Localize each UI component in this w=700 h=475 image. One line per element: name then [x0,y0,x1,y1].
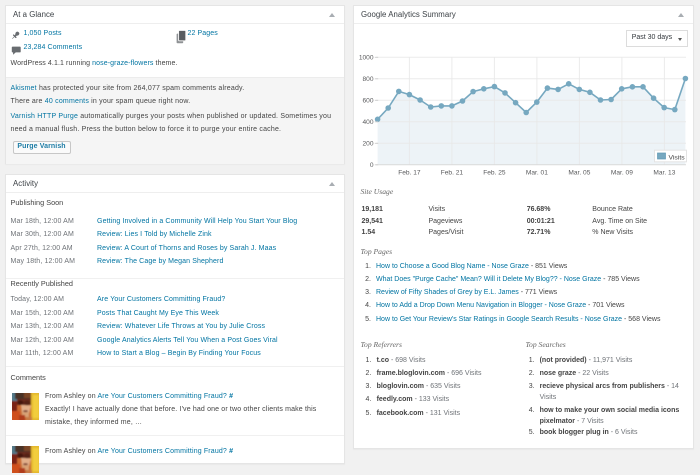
svg-text:Mar. 09: Mar. 09 [611,170,633,177]
svg-text:Visits: Visits [669,154,686,161]
svg-text:800: 800 [362,76,373,83]
svg-text:600: 600 [362,98,373,105]
svg-text:1000: 1000 [359,55,374,62]
svg-text:400: 400 [362,119,373,126]
svg-text:Feb. 25: Feb. 25 [483,170,506,177]
svg-text:Feb. 17: Feb. 17 [398,170,421,177]
svg-text:Mar. 05: Mar. 05 [568,170,590,177]
svg-text:0: 0 [370,162,374,169]
svg-text:Feb. 21: Feb. 21 [441,170,464,177]
svg-text:Mar. 01: Mar. 01 [526,170,548,177]
svg-text:Mar. 13: Mar. 13 [653,170,675,177]
svg-text:200: 200 [362,141,373,148]
